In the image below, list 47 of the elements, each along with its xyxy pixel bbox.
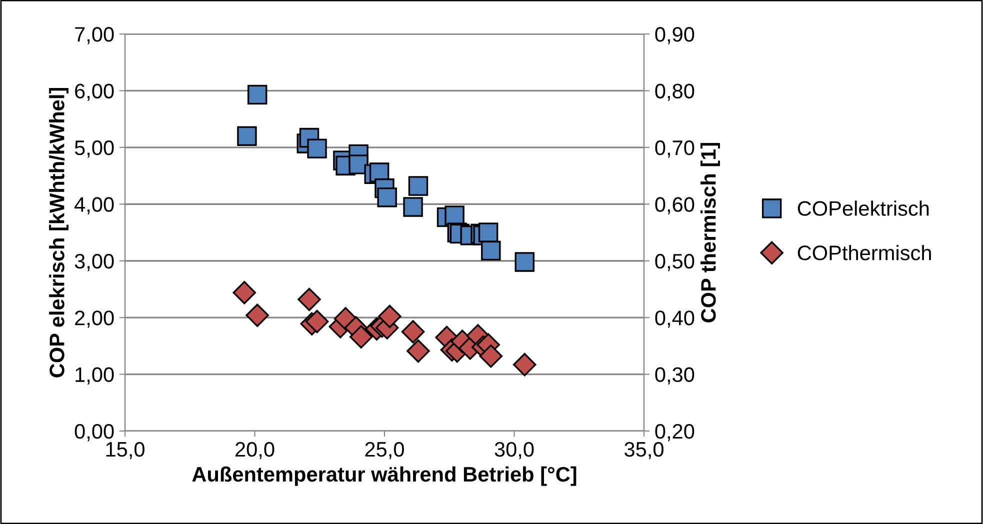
point — [350, 325, 373, 348]
point — [307, 138, 327, 158]
x-tick-label: 30,0 — [494, 442, 534, 460]
x-tick-label: 35,0 — [624, 442, 664, 460]
y2-tick-label: 0,90 — [655, 27, 694, 44]
legend-label: COPthermisch — [798, 245, 931, 260]
point — [403, 197, 423, 217]
point — [348, 154, 368, 174]
point — [232, 280, 256, 304]
y-tick-label: 1,00 — [76, 367, 114, 384]
y2-tick-label: 0,20 — [655, 424, 694, 442]
y2-tick-label: 0,50 — [655, 254, 694, 272]
point — [305, 310, 329, 334]
y-axis-title: COP elekrisch [kWhth/kWhel] — [49, 88, 68, 378]
point — [237, 126, 257, 146]
point — [406, 339, 430, 363]
y-tick-label: 4,00 — [74, 197, 114, 214]
y-tick-label: 3,00 — [74, 254, 114, 272]
point — [514, 252, 534, 272]
point — [377, 187, 397, 208]
x-axis-title: Außentemperatur während Betrieb [°C] — [192, 466, 576, 486]
y2-tick-label: 0,80 — [655, 84, 694, 101]
x-tick-label: 15,0 — [106, 442, 144, 460]
point — [247, 84, 268, 105]
y-tick-label: 2,00 — [75, 310, 114, 328]
point — [408, 176, 428, 196]
point — [401, 320, 425, 344]
point — [512, 353, 536, 376]
point — [378, 304, 402, 328]
point — [444, 206, 464, 226]
y-tick-label: 7,00 — [75, 27, 114, 44]
y2-tick-label: 0,30 — [655, 367, 694, 384]
x-tick-label: 25,0 — [365, 442, 404, 460]
x-tick-label: 20,0 — [236, 442, 274, 460]
y2-tick-label: 0,70 — [655, 140, 694, 158]
point — [298, 288, 321, 312]
y2-tick-label: 0,40 — [655, 310, 694, 328]
point — [481, 240, 501, 261]
y-tick-label: 0,00 — [74, 424, 114, 442]
y-tick-label: 6,00 — [75, 84, 114, 101]
point — [246, 304, 269, 327]
point — [479, 344, 503, 368]
y2-axis-title: COP thermisch [1] — [700, 142, 720, 322]
y-tick-label: 5,00 — [74, 140, 114, 158]
legend-label: COPelektrisch — [798, 200, 929, 216]
y2-tick-label: 0,60 — [655, 197, 694, 214]
point — [478, 222, 498, 242]
